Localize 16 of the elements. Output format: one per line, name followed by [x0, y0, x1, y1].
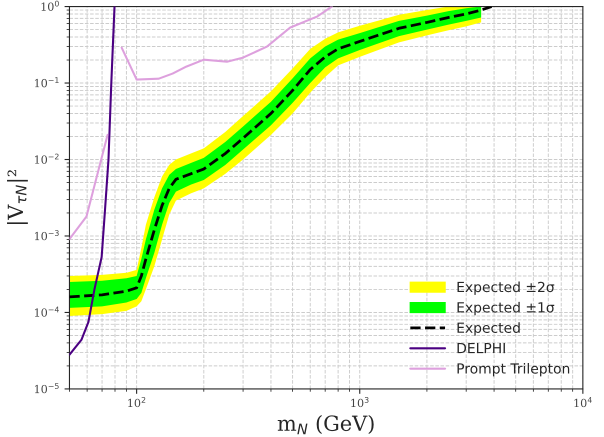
- legend-label: Expected ±1σ: [458, 302, 554, 316]
- y-axis-title: |V$_{τN}$|²: [7, 170, 28, 224]
- y-tick-label: 10$^{−2}$: [34, 154, 59, 164]
- legend-label: Prompt Trilepton: [458, 362, 570, 376]
- x-tick-label: 10$^{4}$: [574, 397, 592, 408]
- y-tick-label: 10$^{0}$: [42, 0, 59, 11]
- legend-label: Expected ±2σ: [458, 281, 554, 295]
- y-tick-label: 10$^{−1}$: [34, 77, 59, 88]
- y-tick-label: 10$^{−5}$: [34, 383, 59, 394]
- x-axis-title: m$_{N}$ (GeV): [278, 414, 374, 434]
- y-tick-label: 10$^{−3}$: [34, 230, 59, 240]
- legend-label: DELPHI: [458, 343, 505, 354]
- x-tick-label: 10$^{3}$: [351, 396, 369, 408]
- legend-label: Expected: [458, 322, 520, 336]
- x-tick-label: 10$^{2}$: [128, 396, 146, 408]
- y-tick-label: 10$^{−4}$: [34, 306, 59, 317]
